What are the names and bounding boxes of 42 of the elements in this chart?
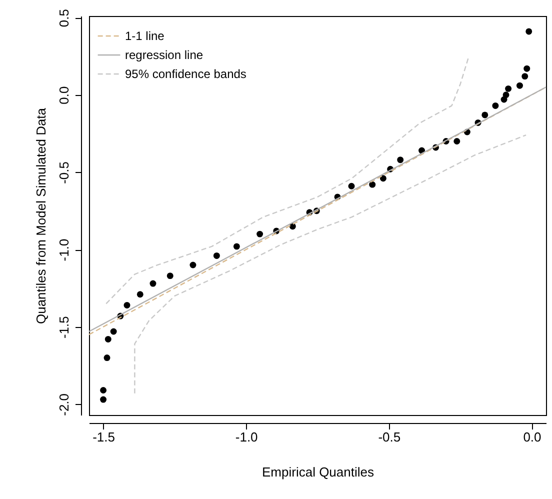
point — [104, 336, 112, 342]
x-tick-label: -1.5 — [92, 430, 115, 444]
y-tick-label: 0.0 — [56, 86, 72, 104]
point — [522, 73, 528, 80]
x-tick-label: -1.0 — [235, 430, 258, 444]
point — [100, 396, 107, 403]
point — [136, 291, 144, 298]
x-tick-label: -0.5 — [378, 430, 401, 444]
point — [502, 92, 510, 98]
x-axis-title: Empirical Quantiles — [262, 464, 374, 480]
legend-label: 95% confidence bands — [125, 67, 246, 81]
point — [369, 181, 376, 188]
x-tick-label: 0.0 — [523, 430, 542, 444]
point — [492, 102, 499, 109]
point — [524, 65, 530, 72]
point — [505, 85, 512, 92]
point — [100, 387, 107, 394]
point — [166, 272, 174, 280]
point — [397, 156, 404, 164]
legend-label: regression line — [125, 48, 204, 62]
y-tick-label: -2.0 — [56, 393, 72, 416]
point — [104, 354, 110, 362]
y-tick-label: 0.5 — [56, 9, 72, 28]
point — [256, 230, 264, 238]
point — [110, 328, 117, 335]
y-tick-label: -1.5 — [56, 316, 72, 339]
y-tick-label: -0.5 — [56, 161, 72, 184]
point — [213, 252, 220, 259]
line-series — [134, 134, 527, 394]
point — [516, 82, 523, 89]
point — [482, 112, 488, 118]
point — [150, 280, 156, 287]
point — [348, 182, 355, 190]
point — [380, 175, 386, 182]
y-tick-label: -1.0 — [56, 238, 72, 262]
point — [454, 138, 460, 144]
point — [526, 28, 532, 35]
y-axis-title: Quantiles from Model Simulated Data — [34, 107, 48, 324]
legend-label: 1-1 line — [125, 29, 165, 43]
point — [124, 302, 130, 308]
point — [190, 262, 196, 268]
point — [233, 243, 240, 250]
